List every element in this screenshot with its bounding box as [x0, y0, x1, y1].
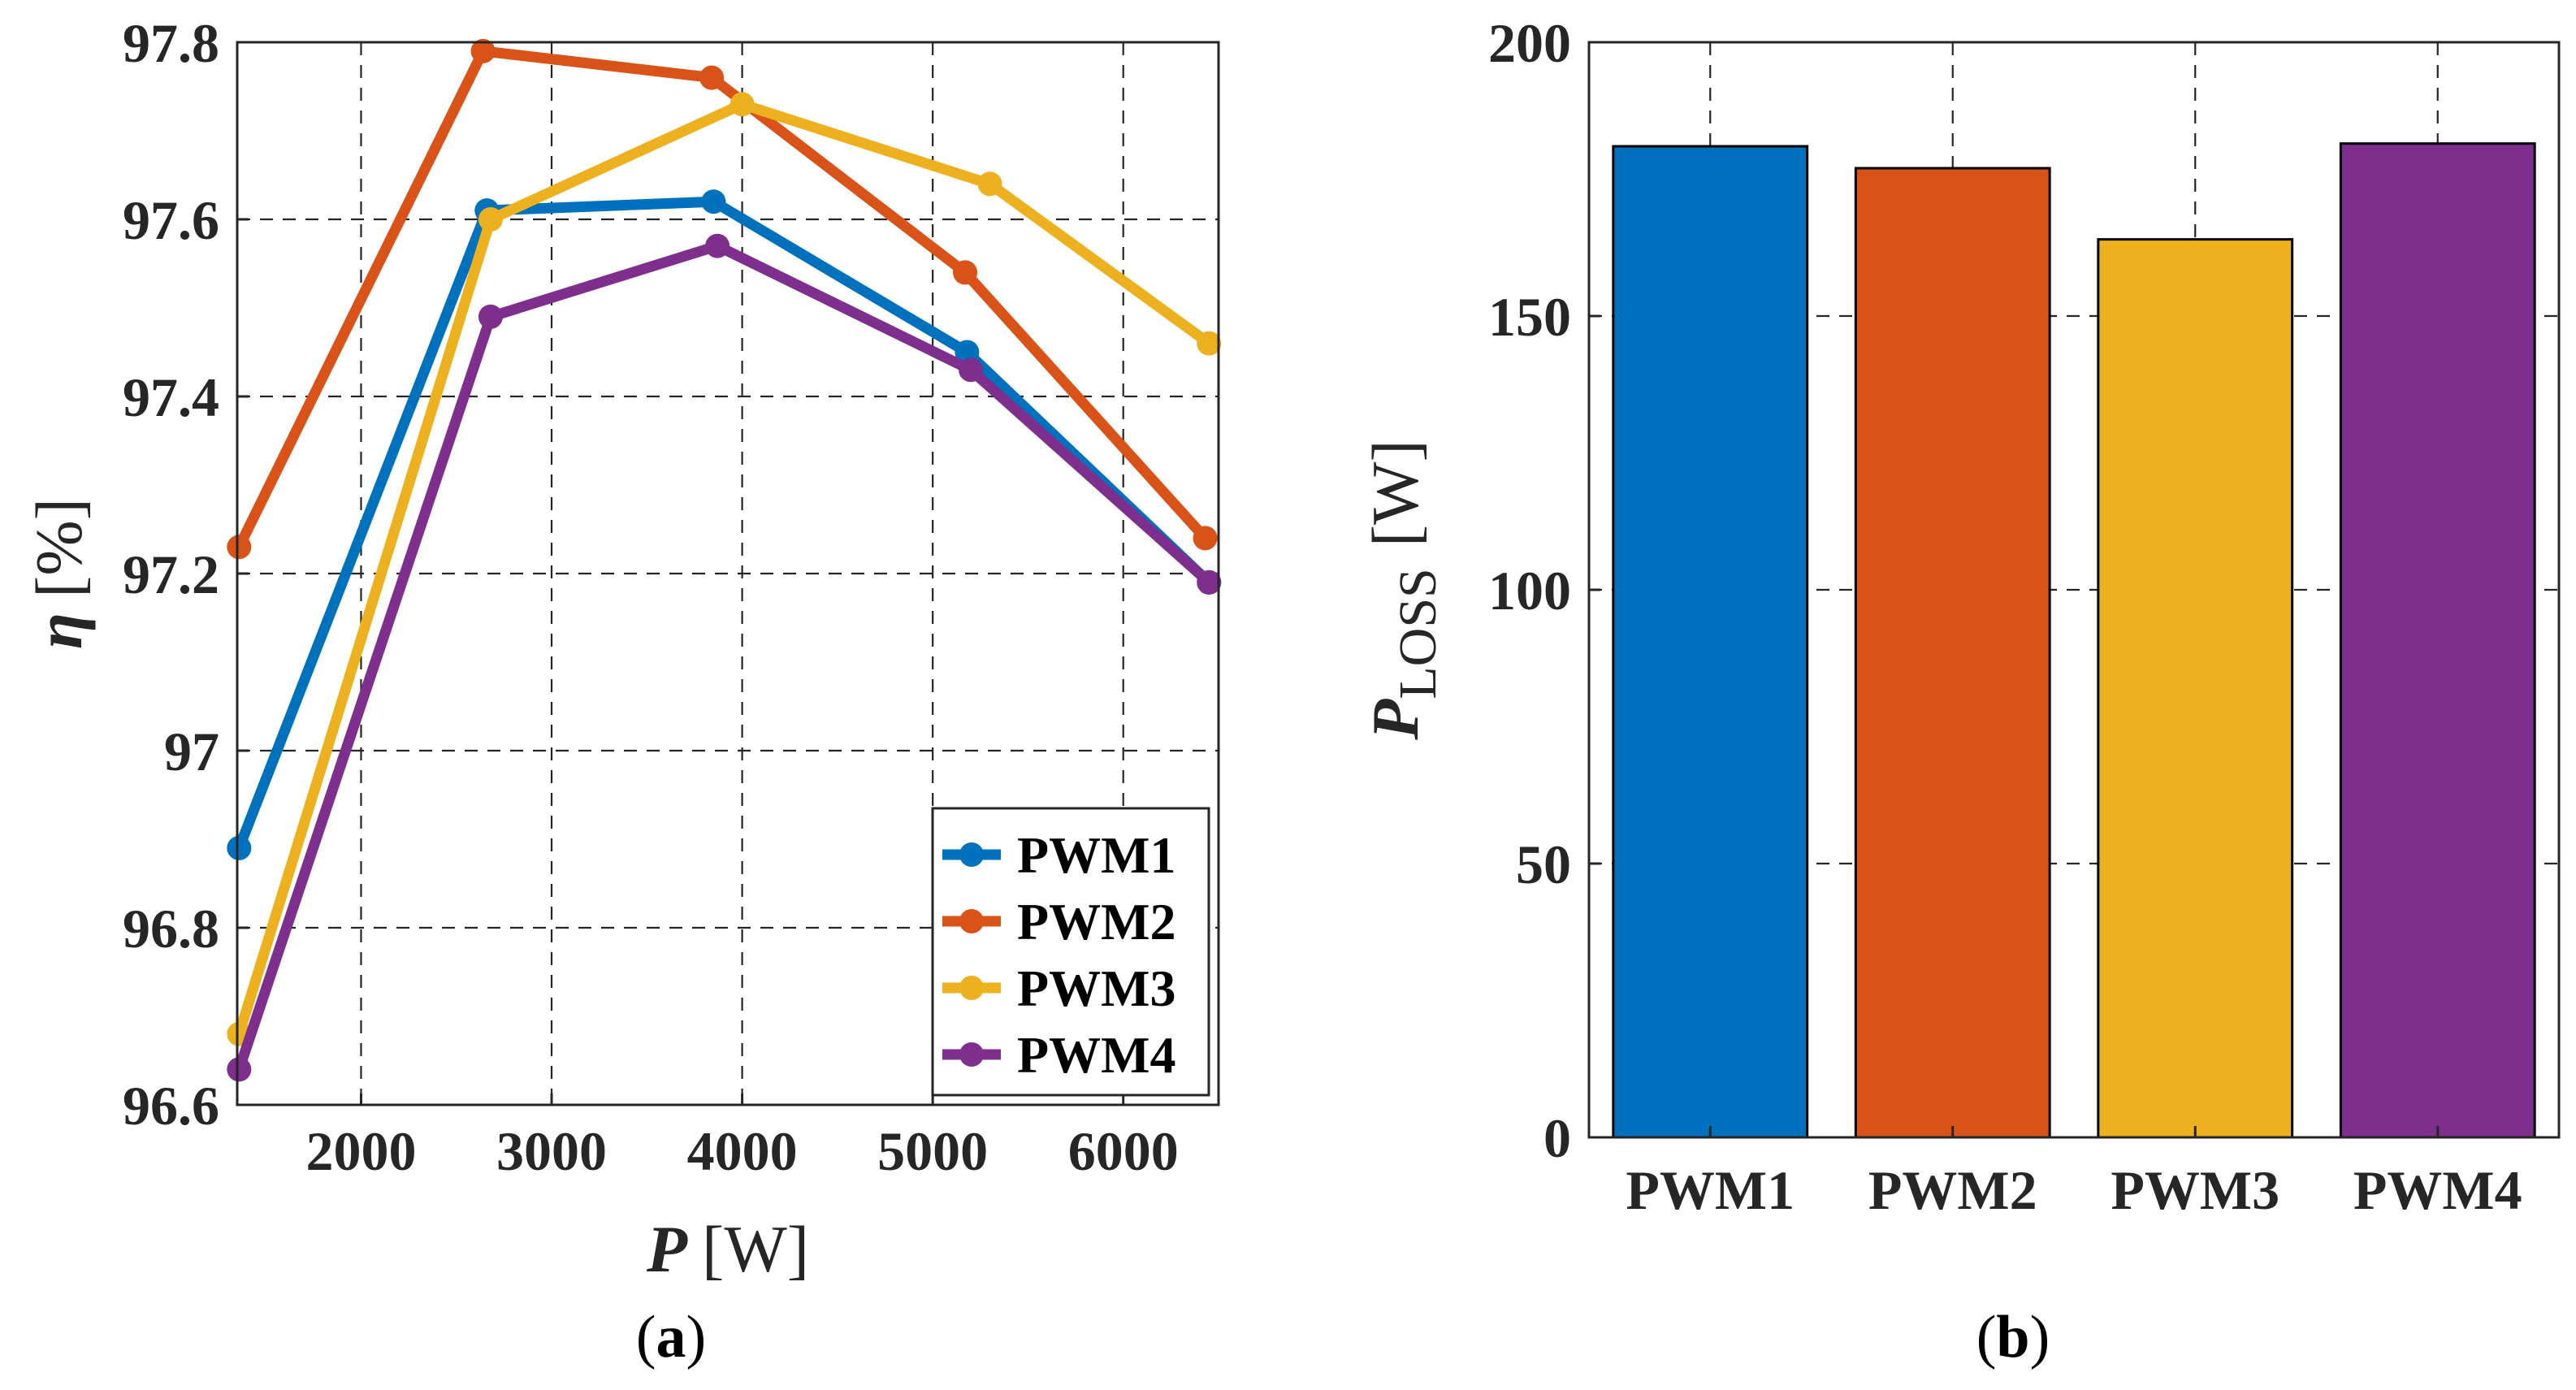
y-tick-label: 97.2: [123, 543, 219, 605]
caption-a-open: (: [636, 1304, 656, 1371]
x-tick-label: PWM4: [2353, 1159, 2522, 1221]
y-tick-label: 0: [1543, 1107, 1571, 1169]
y-axis-b-unit: [W]: [1358, 440, 1432, 547]
y-tick-label: 97: [164, 721, 219, 782]
caption-b-open: (: [1976, 1304, 1997, 1371]
y-axis-label-a: η [%]: [22, 498, 96, 649]
y-tick-label: 200: [1488, 12, 1571, 74]
x-tick-label: PWM3: [2111, 1159, 2279, 1221]
legend-item: PWM3: [942, 959, 1176, 1017]
y-axis-label-b: PLOSS [W]: [1358, 440, 1448, 741]
x-tick-label: PWM1: [1626, 1159, 1795, 1221]
x-tick-label: 5000: [877, 1120, 988, 1182]
efficiency-line-chart: 2000 3000 4000 5000 6000 96.6 96.8 97 97.2 97.4 97…: [22, 12, 1222, 1371]
loss-bar-chart: 0 50 100 150 200 PWM1 PWM2 PWM3 PWM4 PLOSS [W] (b…: [1358, 12, 2561, 1371]
legend: PWM1 PWM2 PWM3 PWM4: [931, 807, 1210, 1097]
y-tick-label: 97.6: [123, 189, 219, 251]
legend-marker: [959, 976, 984, 1000]
y-axis-symbol: η: [22, 613, 96, 649]
legend-item: PWM1: [942, 826, 1176, 884]
x-tick-label: 6000: [1068, 1120, 1179, 1182]
caption-a-close: ): [686, 1304, 707, 1371]
y-tick-label: 96.6: [123, 1075, 219, 1137]
y-tick-label: 100: [1488, 560, 1571, 621]
x-tick-label: PWM2: [1868, 1159, 2037, 1221]
bar-pwm1: [1612, 145, 1809, 1139]
bars-group: [1612, 142, 2536, 1139]
data-point: [1197, 569, 1222, 595]
caption-b-letter: b: [1996, 1304, 2029, 1371]
caption-b-close: ): [2030, 1304, 2050, 1371]
legend-label: PWM3: [1017, 959, 1176, 1017]
data-point: [478, 207, 503, 232]
data-point: [478, 304, 503, 329]
y-tick-label: 96.8: [123, 898, 219, 959]
data-point: [977, 171, 1002, 197]
bar-pwm3: [2097, 238, 2294, 1139]
data-point: [227, 1057, 252, 1082]
y-axis-b-subscript: LOSS: [1388, 568, 1448, 699]
bar-pwm2: [1854, 167, 2051, 1139]
data-point: [470, 38, 496, 63]
y-tick-label: 97.8: [123, 12, 219, 74]
series-pwm2: [227, 38, 1218, 560]
legend-label: PWM2: [1017, 893, 1176, 950]
series-pwm4: [227, 233, 1222, 1082]
legend-marker: [959, 842, 984, 867]
ticks-b: 0 50 100 150 200 PWM1 PWM2 PWM3 PWM4: [1488, 12, 2522, 1221]
legend-item: PWM2: [942, 893, 1176, 950]
y-tick-label: 97.4: [123, 366, 219, 428]
data-point: [730, 92, 755, 117]
y-tick-label: 50: [1516, 834, 1571, 895]
legend-item: PWM4: [942, 1026, 1176, 1084]
data-point: [227, 835, 252, 860]
legend-marker: [959, 909, 984, 933]
x-axis-symbol: P: [646, 1212, 688, 1286]
legend-label: PWM1: [1017, 826, 1176, 884]
data-point: [701, 189, 726, 214]
legend-marker: [959, 1042, 984, 1067]
x-tick-label: 4000: [687, 1120, 798, 1182]
x-axis-unit: [W]: [702, 1212, 809, 1286]
y-axis-b-symbol: P: [1358, 699, 1432, 741]
caption-a: (a): [636, 1304, 706, 1371]
data-point: [1197, 331, 1222, 356]
data-point: [953, 260, 978, 285]
x-axis-label-a: P [W]: [646, 1212, 809, 1286]
data-point: [705, 233, 730, 258]
data-point: [227, 535, 252, 560]
y-tick-label: 150: [1488, 286, 1571, 348]
x-tick-label: 3000: [496, 1120, 607, 1182]
legend-label: PWM4: [1017, 1026, 1176, 1084]
data-point: [1193, 526, 1218, 551]
caption-a-letter: a: [656, 1304, 686, 1371]
data-point: [699, 65, 725, 90]
data-point: [959, 357, 984, 383]
series-group-a: [227, 38, 1222, 1082]
bar-pwm4: [2339, 142, 2536, 1139]
ticks-a: 2000 3000 4000 5000 6000 96.6 96.8 97 97.2 97.4 97…: [123, 12, 1179, 1182]
y-axis-unit: [%]: [22, 498, 96, 598]
x-tick-label: 2000: [305, 1120, 416, 1182]
caption-b: (b): [1976, 1304, 2050, 1371]
